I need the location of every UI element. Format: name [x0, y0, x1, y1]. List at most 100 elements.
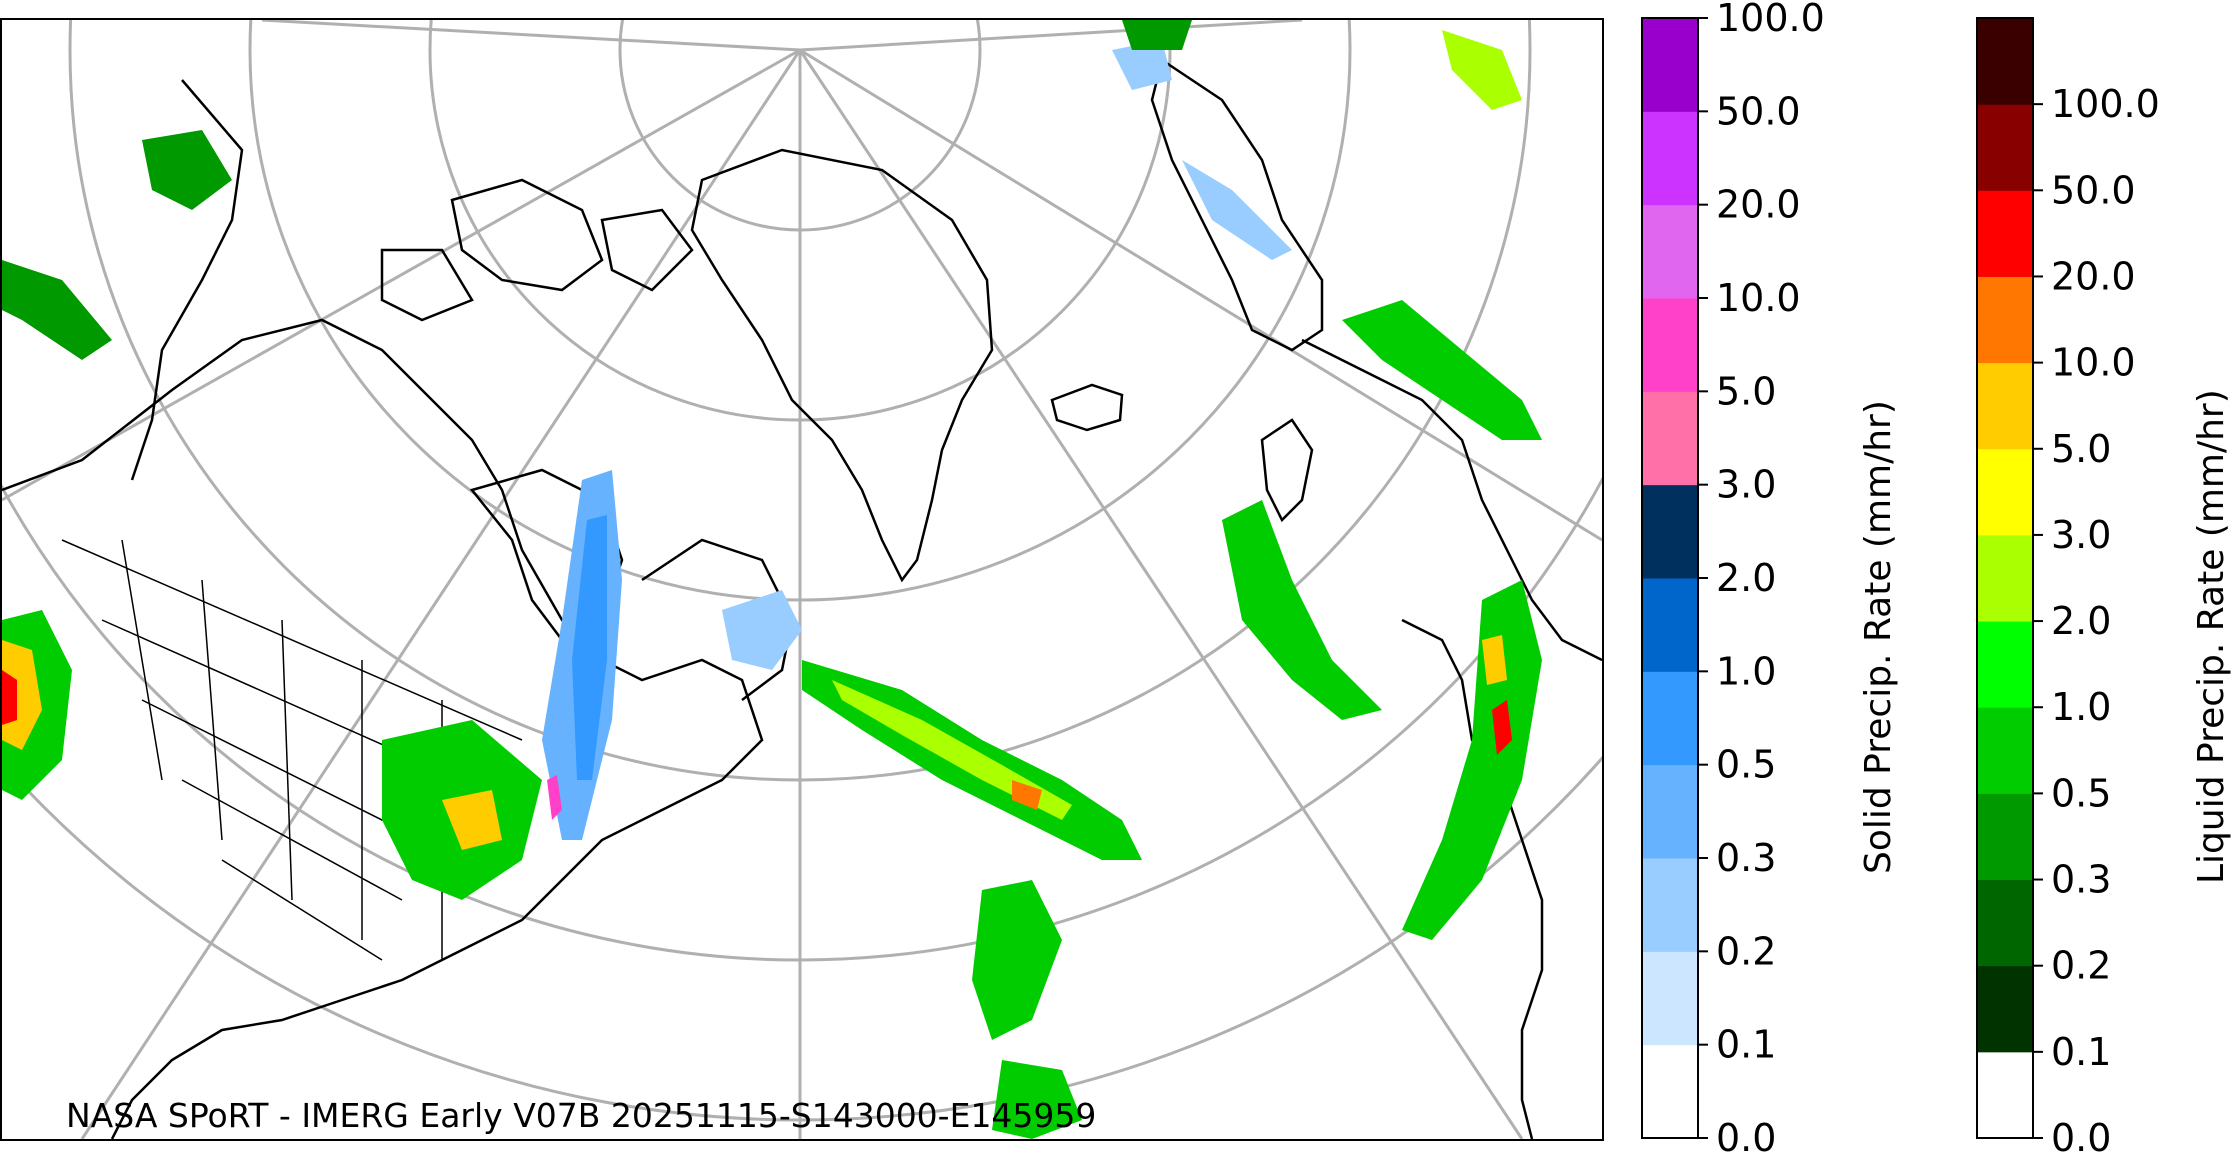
coastlines — [2, 57, 1602, 1139]
map-canvas — [2, 20, 1602, 1139]
meridian — [261, 20, 801, 52]
solid-precip-band — [572, 515, 607, 780]
solid-precip-area — [1182, 160, 1292, 260]
uk-coast — [1260, 418, 1314, 523]
liquid-color-segment — [1977, 104, 2033, 191]
solid-tick-label: 0.3 — [1716, 836, 1776, 880]
solid-tick-label: 20.0 — [1716, 183, 1801, 227]
solid-tick-label: 1.0 — [1716, 649, 1776, 693]
liquid-precip-spot — [1492, 700, 1512, 755]
solid-precip-area — [1112, 40, 1172, 90]
solid-color-segment — [1642, 204, 1698, 299]
meridian — [2, 48, 801, 502]
liquid-precip-area — [1442, 30, 1522, 110]
liquid-tick-label: 1.0 — [2051, 685, 2111, 729]
solid-tick-label: 0.0 — [1716, 1116, 1776, 1160]
liquid-tick-label: 3.0 — [2051, 513, 2111, 557]
solid-tick-label: 10.0 — [1716, 276, 1801, 320]
liquid-colorbar-svg: 0.0 0.1 0.2 0.3 0.5 1.0 2.0 3.0 5.0 10.0 20.0 50.0 1… — [1976, 17, 2160, 1160]
liquid-tick-label: 5.0 — [2051, 427, 2111, 471]
solid-precip-colorbar: 0.0 0.1 0.2 0.3 0.5 1.0 2.0 3.0 5.0 10.0 20.0 50.0 1… — [1640, 0, 2060, 1160]
liquid-precip-area — [992, 1060, 1082, 1139]
liquid-precip-spot — [1012, 780, 1042, 810]
liquid-color-segment — [1977, 534, 2033, 622]
iceland-coast — [1050, 383, 1124, 432]
solid-color-segment — [1642, 391, 1698, 486]
solid-color-segment — [1642, 578, 1698, 672]
credit-text: NASA SPoRT - IMERG Early V07B 20251115-S… — [66, 1096, 1097, 1135]
liquid-color-segment — [1977, 448, 2033, 536]
solid-color-segment — [1642, 671, 1698, 766]
solid-colorbar-svg: 0.0 0.1 0.2 0.3 0.5 1.0 2.0 3.0 5.0 10.0 20.0 50.0 1… — [1641, 0, 1825, 1160]
meridian — [799, 48, 1602, 542]
liquid-color-segment — [1977, 1051, 2033, 1139]
solid-tick-label: 0.2 — [1716, 929, 1776, 973]
liquid-color-segment — [1977, 276, 2033, 364]
solid-color-segment — [1642, 764, 1698, 859]
liquid-color-segment — [1977, 18, 2033, 105]
solid-tick-label: 3.0 — [1716, 463, 1776, 507]
solid-tick-label: 0.1 — [1716, 1023, 1776, 1067]
solid-color-segment — [1642, 1044, 1698, 1139]
liquid-precip-area — [1122, 20, 1192, 50]
liquid-tick-label: 0.0 — [2051, 1116, 2111, 1160]
liquid-tick-label: 0.1 — [2051, 1030, 2111, 1074]
iberia-africa-coast — [1401, 618, 1544, 1139]
solid-tick-label: 100.0 — [1716, 0, 1825, 40]
liquid-tick-label: 10.0 — [2051, 341, 2136, 385]
labrador-coast — [641, 538, 794, 701]
liquid-tick-label: 0.3 — [2051, 858, 2111, 902]
latitude-circle — [2, 755, 1602, 1122]
liquid-precip-area — [442, 790, 502, 850]
state-borders — [61, 539, 523, 961]
solid-tick-label: 5.0 — [1716, 369, 1776, 413]
liquid-colorbar-border — [1976, 17, 2034, 1139]
solid-color-segment — [1642, 951, 1698, 1046]
solid-color-segment — [1642, 298, 1698, 392]
solid-precip-areas — [542, 40, 1292, 840]
solid-precip-area — [722, 590, 802, 670]
solid-colorbar-label: Solid Precip. Rate (mm/hr) — [1858, 400, 1899, 874]
liquid-precip-spot — [2, 670, 17, 725]
latitude-circle — [2, 476, 1602, 962]
liquid-color-segment — [1977, 965, 2033, 1053]
liquid-precip-spot — [1482, 635, 1507, 685]
meridian — [798, 49, 1524, 1139]
liquid-tick-label: 2.0 — [2051, 599, 2111, 643]
europe-coast — [1301, 338, 1602, 662]
arctic-islands — [380, 178, 694, 322]
liquid-color-segment — [1977, 190, 2033, 277]
liquid-tick-label: 0.2 — [2051, 944, 2111, 988]
solid-color-segment — [1642, 111, 1698, 206]
liquid-color-segment — [1977, 793, 2033, 881]
liquid-tick-label: 0.5 — [2051, 771, 2111, 815]
alaska-coast — [130, 79, 244, 481]
liquid-precip-area — [2, 260, 112, 360]
liquid-precip-colorbar: 0.0 0.1 0.2 0.3 0.5 1.0 2.0 3.0 5.0 10.0 20.0 50.0 1… — [1975, 16, 2237, 1160]
liquid-color-segment — [1977, 879, 2033, 967]
liquid-precip-spot — [2, 640, 42, 750]
liquid-precip-area — [972, 880, 1062, 1040]
liquid-precip-areas — [2, 20, 1542, 1139]
liquid-precip-band — [1222, 500, 1382, 720]
liquid-precip-band — [1402, 580, 1542, 940]
solid-tick-label: 50.0 — [1716, 89, 1801, 133]
liquid-precip-area — [142, 130, 232, 210]
liquid-colorbar-label: Liquid Precip. Rate (mm/hr) — [2191, 389, 2232, 884]
graticule — [2, 20, 1602, 1139]
liquid-color-segment — [1977, 621, 2033, 708]
meridian — [80, 49, 802, 1139]
solid-tick-label: 2.0 — [1716, 556, 1776, 600]
solid-precip-spot — [547, 775, 562, 820]
liquid-tick-label: 100.0 — [2051, 82, 2160, 126]
liquid-tick-label: 20.0 — [2051, 254, 2136, 298]
liquid-color-segment — [1977, 707, 2033, 794]
north-america-coast — [2, 318, 764, 1139]
solid-color-segment — [1642, 858, 1698, 952]
solid-color-segment — [1642, 18, 1698, 112]
precipitation-map: NASA SPoRT - IMERG Early V07B 20251115-S… — [0, 18, 1604, 1141]
liquid-precip-band — [1342, 300, 1542, 440]
liquid-color-segment — [1977, 362, 2033, 450]
scandinavia-coast — [1150, 57, 1324, 352]
solid-color-segment — [1642, 484, 1698, 579]
